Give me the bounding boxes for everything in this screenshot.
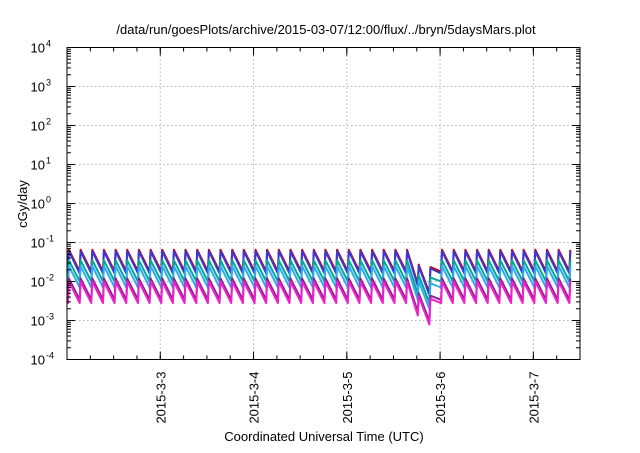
y-tick-exponent: 3 [46, 78, 51, 88]
y-tick-exponent: 0 [46, 195, 51, 205]
y-tick-exponent: -3 [46, 312, 54, 322]
y-tick-label: 10 [31, 158, 45, 173]
series-layer [66, 248, 572, 326]
y-tick-label: 10 [31, 119, 45, 134]
x-tick-label: 2015-3-6 [433, 372, 448, 424]
series-line [66, 277, 572, 323]
y-tick-label: 10 [31, 197, 45, 212]
plot-frame [66, 47, 581, 360]
x-tick-label: 2015-3-7 [526, 372, 541, 424]
y-tick-exponent: 2 [46, 117, 51, 127]
y-tick-exponent: 4 [46, 39, 51, 49]
y-tick-label: 10 [31, 80, 45, 95]
y-tick-label: 10 [31, 314, 45, 329]
series-line [66, 259, 572, 304]
tick-layer [66, 47, 581, 360]
x-tick-label: 2015-3-4 [247, 372, 262, 424]
y-tick-exponent: 1 [46, 156, 51, 166]
y-tick-exponent: -2 [46, 273, 54, 283]
y-axis-title: cGy/day [15, 180, 30, 228]
y-tick-exponent: -1 [46, 234, 54, 244]
x-axis-title: Coordinated Universal Time (UTC) [224, 429, 423, 444]
x-tick-label: 2015-3-3 [153, 372, 168, 424]
grid-layer [67, 47, 580, 360]
y-tick-label: 10 [31, 353, 45, 368]
y-tick-label: 10 [31, 41, 45, 56]
x-tick-label: 2015-3-5 [340, 372, 355, 424]
y-tick-label: 10 [31, 275, 45, 290]
chart-title: /data/run/goesPlots/archive/2015-03-07/1… [116, 22, 536, 37]
y-tick-label: 10 [31, 236, 45, 251]
series-line [66, 280, 572, 326]
y-tick-exponent: -4 [46, 351, 54, 361]
